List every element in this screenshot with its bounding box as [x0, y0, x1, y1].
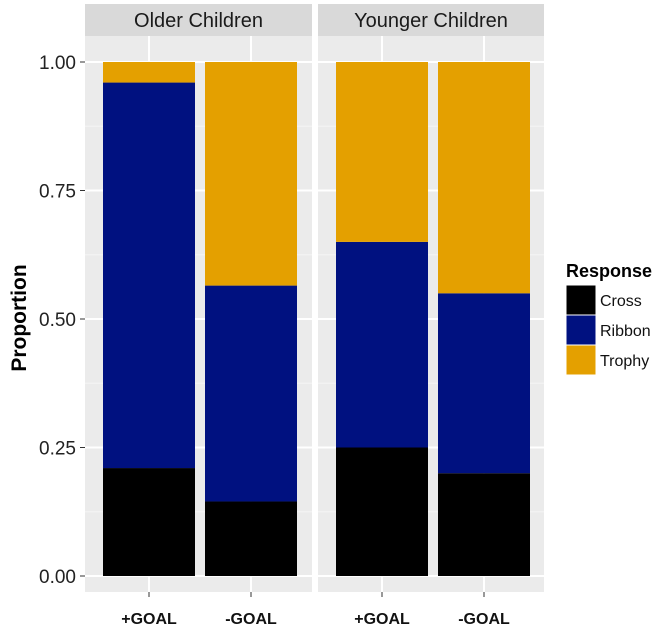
bar-segment-ribbon — [336, 241, 428, 448]
bar-segment-trophy — [336, 62, 428, 242]
legend: Response Cross Ribbon Trophy — [565, 261, 652, 376]
y-tick-label: 1.00 — [39, 53, 76, 74]
y-axis: 0.00 0.25 0.50 0.75 1.00 — [39, 53, 85, 588]
legend-label-cross: Cross — [600, 293, 642, 310]
bar-segment-cross — [336, 447, 428, 576]
facet-strip — [318, 4, 544, 36]
x-tick-label: +GOAL — [121, 611, 177, 628]
bar-segment-trophy — [438, 62, 530, 294]
legend-label-trophy: Trophy — [600, 353, 649, 370]
y-tick-label: 0.50 — [39, 310, 76, 331]
bar-segment-cross — [205, 501, 297, 576]
y-axis-title: Proportion — [8, 264, 31, 371]
legend-key-cross — [565, 284, 597, 316]
bar-segment-cross — [438, 473, 530, 576]
legend-label-ribbon: Ribbon — [600, 323, 651, 340]
bar-segment-trophy — [205, 62, 297, 286]
legend-key-ribbon — [565, 314, 597, 346]
bar-segment-ribbon — [103, 82, 195, 469]
legend-key-trophy — [565, 344, 597, 376]
y-tick-label: 0.25 — [39, 439, 76, 460]
facet-strip-label: Older Children — [134, 10, 263, 32]
facet-panel-1: Older Children +GOAL -GOAL — [85, 4, 312, 628]
facet-strip-label: Younger Children — [354, 10, 508, 32]
legend-title: Response — [566, 261, 652, 281]
bar-segment-ribbon — [205, 285, 297, 502]
y-tick-label: 0.75 — [39, 182, 76, 203]
x-tick-label: +GOAL — [354, 611, 410, 628]
x-tick-label: -GOAL — [458, 611, 510, 628]
y-tick-label: 0.00 — [39, 567, 76, 588]
bar-segment-cross — [103, 468, 195, 576]
facet-strip — [85, 4, 312, 36]
bar-segment-trophy — [103, 62, 195, 83]
facet-panel-2: Younger Children +GOAL -GOAL — [318, 4, 544, 628]
x-tick-label: -GOAL — [225, 611, 277, 628]
bar-segment-ribbon — [438, 293, 530, 474]
